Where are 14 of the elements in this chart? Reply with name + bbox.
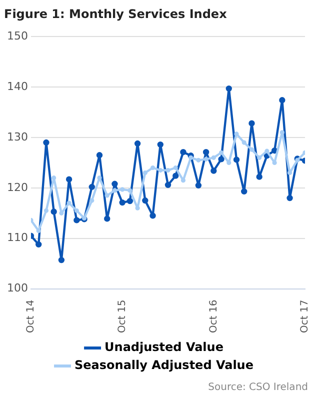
x-tick-label: Oct 16 [208,300,220,334]
y-tick-label: 120 [6,180,28,194]
y-tick-label: 140 [6,80,28,93]
source-note: Source: CSO Ireland [207,382,308,393]
legend-label: Seasonally Adjusted Value [74,358,254,372]
y-tick-label: 130 [6,130,28,144]
y-tick-label: 100 [6,282,28,295]
legend-label: Unadjusted Value [104,340,224,354]
x-tick-label: Oct 17 [300,300,311,334]
x-tick-label: Oct 15 [116,300,128,334]
x-tick-label: Oct 14 [26,300,37,334]
y-tick-label: 110 [6,231,28,244]
chart-title: Figure 1: Monthly Services Index [3,6,228,23]
y-tick-label: 150 [6,29,28,42]
